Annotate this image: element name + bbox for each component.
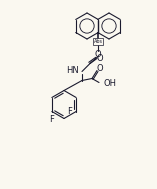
Text: OH: OH xyxy=(103,79,116,88)
Text: F: F xyxy=(67,107,72,116)
Text: O: O xyxy=(97,64,103,73)
Text: F: F xyxy=(49,115,54,125)
Text: O: O xyxy=(96,54,103,63)
Text: Abs: Abs xyxy=(94,39,103,44)
Text: HN: HN xyxy=(66,66,79,75)
Text: O: O xyxy=(95,50,101,59)
